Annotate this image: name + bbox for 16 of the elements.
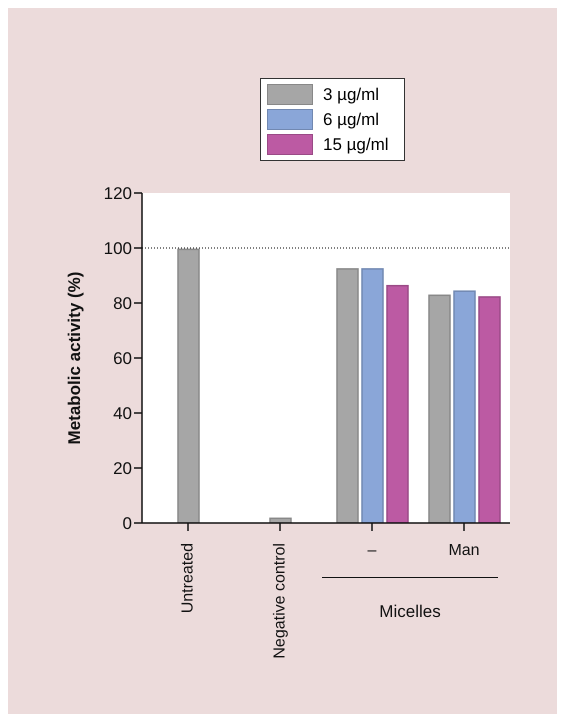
y-axis-title: Metabolic activity (%) <box>65 272 84 444</box>
y-tick-label: 20 <box>113 459 132 478</box>
y-tick-label: 60 <box>113 349 132 368</box>
y-tick-label: 100 <box>104 239 132 258</box>
legend-label: 3 µg/ml <box>323 84 380 104</box>
legend-label: 6 µg/ml <box>323 110 380 130</box>
x-tick-label: – <box>368 542 377 559</box>
y-tick-label: 80 <box>113 294 132 314</box>
y-tick-label: 0 <box>122 514 132 534</box>
y-tick-label: 120 <box>104 184 132 204</box>
x-tick-label: Untreated <box>180 543 196 614</box>
text: Micelles <box>378 602 442 622</box>
legend-label: 15 µg/ml <box>323 134 389 154</box>
x-tick-label: Man <box>448 542 480 559</box>
y-tick-label: 40 <box>113 404 132 424</box>
x-tick-label: Negative control <box>272 543 288 659</box>
